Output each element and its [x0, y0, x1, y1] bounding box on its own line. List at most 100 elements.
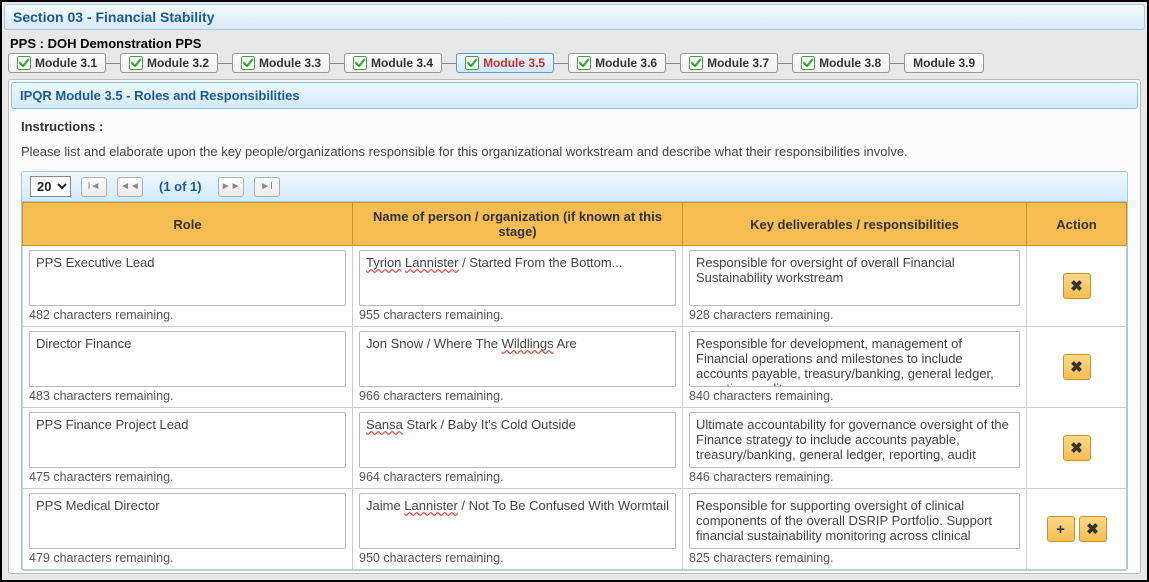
tab-connector: [106, 63, 120, 64]
tab-connector: [330, 63, 344, 64]
prev-icon: ◄◄: [120, 181, 140, 192]
deliverables-cell: Ultimate accountability for governance o…: [683, 408, 1027, 489]
module-tab[interactable]: Module 3.2: [120, 53, 218, 73]
module-tab-label: Module 3.7: [707, 56, 769, 70]
role-cell: PPS Finance Project Lead475 characters r…: [23, 408, 353, 489]
prev-page-button[interactable]: ◄◄: [117, 177, 143, 197]
module-tab[interactable]: Module 3.1: [8, 53, 106, 73]
table-row: Director Finance483 characters remaining…: [23, 327, 1127, 408]
tab-connector: [554, 63, 568, 64]
first-page-button[interactable]: I◄: [81, 177, 107, 197]
check-icon: [465, 56, 479, 70]
col-header-name: Name of person / organization (if known …: [353, 203, 683, 246]
delete-row-button[interactable]: ✖: [1063, 354, 1091, 380]
role-char-remaining: 479 characters remaining.: [29, 549, 346, 565]
col-header-action: Action: [1027, 203, 1127, 246]
module-tab-label: Module 3.1: [35, 56, 97, 70]
page-info: (1 of 1): [153, 179, 208, 194]
role-char-remaining: 475 characters remaining.: [29, 468, 346, 484]
name-char-remaining: 966 characters remaining.: [359, 387, 676, 403]
deliverables-input[interactable]: Ultimate accountability for governance o…: [689, 412, 1020, 468]
role-input[interactable]: PPS Finance Project Lead: [29, 412, 346, 468]
deliverables-cell: Responsible for supporting oversight of …: [683, 489, 1027, 570]
module-tab-label: Module 3.8: [819, 56, 881, 70]
module-tab[interactable]: Module 3.5: [456, 53, 554, 73]
module-tab-label: Module 3.2: [147, 56, 209, 70]
module-header: IPQR Module 3.5 - Roles and Responsibili…: [11, 82, 1138, 109]
module-tab[interactable]: Module 3.8: [792, 53, 890, 73]
tab-connector: [778, 63, 792, 64]
col-header-deliv: Key deliverables / responsibilities: [683, 203, 1027, 246]
module-tab[interactable]: Module 3.7: [680, 53, 778, 73]
module-tab-label: Module 3.6: [595, 56, 657, 70]
name-input[interactable]: Sansa Stark / Baby It's Cold Outside: [359, 412, 676, 468]
name-input[interactable]: Jon Snow / Where The Wildlings Are: [359, 331, 676, 387]
delete-row-button[interactable]: ✖: [1063, 435, 1091, 461]
check-icon: [801, 56, 815, 70]
module-tab[interactable]: Module 3.9: [904, 53, 984, 73]
name-cell: Sansa Stark / Baby It's Cold Outside964 …: [353, 408, 683, 489]
check-icon: [577, 56, 591, 70]
deliverables-char-remaining: 846 characters remaining.: [689, 468, 1020, 484]
module-tabs: Module 3.1 Module 3.2 Module 3.3 Module 3.4…: [4, 53, 1145, 77]
name-cell: Tyrion Lannister / Started From the Bott…: [353, 246, 683, 327]
table-header-row: Role Name of person / organization (if k…: [23, 203, 1127, 246]
section-header: Section 03 - Financial Stability: [4, 4, 1145, 30]
name-cell: Jaime Lannister / Not To Be Confused Wit…: [353, 489, 683, 570]
section-title: Section 03 - Financial Stability: [13, 9, 215, 25]
name-char-remaining: 964 characters remaining.: [359, 468, 676, 484]
action-cell: ✖: [1027, 327, 1127, 408]
role-cell: PPS Executive Lead482 characters remaini…: [23, 246, 353, 327]
name-char-remaining: 955 characters remaining.: [359, 306, 676, 322]
role-input[interactable]: PPS Medical Director: [29, 493, 346, 549]
module-tab-label: Module 3.3: [259, 56, 321, 70]
deliverables-input[interactable]: Responsible for development, management …: [689, 331, 1020, 387]
role-cell: Director Finance483 characters remaining…: [23, 327, 353, 408]
action-cell: ✖: [1027, 408, 1127, 489]
check-icon: [241, 56, 255, 70]
first-icon: I◄: [88, 181, 101, 192]
last-page-button[interactable]: ►I: [254, 177, 280, 197]
page-size-select[interactable]: 20: [30, 176, 71, 197]
check-icon: [17, 56, 31, 70]
next-page-button[interactable]: ►►: [218, 177, 244, 197]
grid-wrap: 20 I◄ ◄◄ (1 of 1) ►► ►I Role Name of per…: [21, 171, 1128, 571]
instructions-label: Instructions :: [11, 115, 1138, 138]
tab-connector: [890, 63, 904, 64]
deliverables-cell: Responsible for oversight of overall Fin…: [683, 246, 1027, 327]
deliverables-input[interactable]: Responsible for supporting oversight of …: [689, 493, 1020, 549]
table-row: PPS Medical Director479 characters remai…: [23, 489, 1127, 570]
name-input[interactable]: Jaime Lannister / Not To Be Confused Wit…: [359, 493, 676, 549]
module-title: IPQR Module 3.5 - Roles and Responsibili…: [20, 88, 300, 103]
delete-row-button[interactable]: ✖: [1079, 516, 1107, 542]
check-icon: [129, 56, 143, 70]
action-cell: ✖: [1027, 246, 1127, 327]
col-header-role: Role: [23, 203, 353, 246]
name-char-remaining: 950 characters remaining.: [359, 549, 676, 565]
tab-connector: [442, 63, 456, 64]
name-cell: Jon Snow / Where The Wildlings Are966 ch…: [353, 327, 683, 408]
roles-table: Role Name of person / organization (if k…: [22, 202, 1127, 570]
module-tab-label: Module 3.9: [913, 56, 975, 70]
next-icon: ►►: [221, 181, 241, 192]
add-row-button[interactable]: +: [1047, 516, 1075, 542]
role-input[interactable]: PPS Executive Lead: [29, 250, 346, 306]
module-tab[interactable]: Module 3.6: [568, 53, 666, 73]
deliverables-cell: Responsible for development, management …: [683, 327, 1027, 408]
module-tab[interactable]: Module 3.3: [232, 53, 330, 73]
table-row: PPS Finance Project Lead475 characters r…: [23, 408, 1127, 489]
deliverables-char-remaining: 840 characters remaining.: [689, 387, 1020, 403]
module-tab-label: Module 3.4: [371, 56, 433, 70]
deliverables-input[interactable]: Responsible for oversight of overall Fin…: [689, 250, 1020, 306]
app-frame: Section 03 - Financial Stability PPS : D…: [0, 0, 1149, 582]
role-input[interactable]: Director Finance: [29, 331, 346, 387]
delete-row-button[interactable]: ✖: [1063, 273, 1091, 299]
check-icon: [353, 56, 367, 70]
paginator: 20 I◄ ◄◄ (1 of 1) ►► ►I: [22, 172, 1127, 202]
module-tab[interactable]: Module 3.4: [344, 53, 442, 73]
action-cell: +✖: [1027, 489, 1127, 570]
tab-connector: [218, 63, 232, 64]
name-input[interactable]: Tyrion Lannister / Started From the Bott…: [359, 250, 676, 306]
check-icon: [689, 56, 703, 70]
last-icon: ►I: [260, 181, 273, 192]
